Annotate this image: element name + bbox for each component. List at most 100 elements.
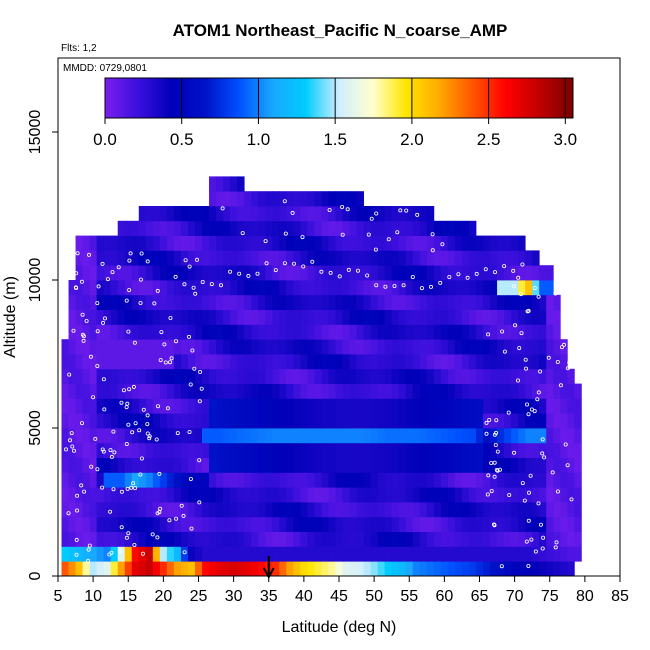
heatmap-cell <box>124 502 133 518</box>
sample-point <box>197 500 202 505</box>
colorbar-segment <box>425 78 429 118</box>
heatmap-cell <box>511 398 519 414</box>
heatmap-cell <box>539 457 547 473</box>
heatmap-cell <box>216 265 224 281</box>
heatmap-cell <box>251 457 259 473</box>
heatmap-cell <box>209 383 217 399</box>
heatmap-cell <box>61 487 69 503</box>
sample-point <box>127 288 132 293</box>
heatmap-cell <box>194 487 203 503</box>
heatmap-cell <box>187 294 196 310</box>
heatmap-cell <box>103 280 112 296</box>
heatmap-cell <box>321 487 329 503</box>
heatmap-cell <box>426 398 435 414</box>
heatmap-cell <box>223 191 231 207</box>
colorbar-segment <box>303 78 307 118</box>
heatmap-cell <box>202 383 210 399</box>
heatmap-cell <box>244 280 252 296</box>
colorbar-segment <box>294 78 298 118</box>
heatmap-cell <box>230 398 238 414</box>
heatmap-cell <box>391 472 400 488</box>
heatmap-cell <box>244 324 252 340</box>
colorbar-segment <box>268 78 272 118</box>
heatmap-cell <box>286 516 294 532</box>
heatmap-cell <box>314 428 322 444</box>
colorbar-segment <box>427 78 431 118</box>
heatmap-cell <box>518 531 526 547</box>
heatmap-cell <box>152 546 161 562</box>
heatmap-cell <box>412 398 421 414</box>
heatmap-cell <box>391 235 400 251</box>
heatmap-cell <box>82 309 91 325</box>
heatmap-cell <box>300 324 308 340</box>
heatmap-cell <box>483 250 491 266</box>
heatmap-cell <box>194 398 203 414</box>
heatmap-cell <box>216 531 224 547</box>
colorbar-segment <box>507 78 511 118</box>
heatmap-cell <box>272 457 280 473</box>
heatmap-cell <box>328 383 336 399</box>
heatmap-cell <box>202 265 210 281</box>
heatmap-cell <box>286 235 294 251</box>
heatmap-cell <box>159 368 168 384</box>
heatmap-cell <box>173 502 182 518</box>
sample-point <box>82 489 87 494</box>
colorbar-segment <box>123 78 127 118</box>
heatmap-cell <box>363 368 372 384</box>
sample-point <box>369 216 374 221</box>
heatmap-cell <box>187 383 196 399</box>
colorbar-segment <box>343 78 347 118</box>
sample-point <box>124 405 129 410</box>
heatmap-cell <box>131 398 140 414</box>
sample-point <box>74 271 79 276</box>
heatmap-cell <box>377 324 386 340</box>
heatmap-cell <box>279 383 287 399</box>
heatmap-cell <box>202 413 210 429</box>
heatmap-cell <box>61 502 69 518</box>
heatmap-cell <box>251 398 259 414</box>
heatmap-cell <box>152 309 161 325</box>
heatmap-cell <box>553 368 561 384</box>
heatmap-cell <box>117 516 126 532</box>
sample-point <box>419 286 424 291</box>
heatmap-cell <box>483 383 491 399</box>
heatmap-cell <box>145 428 154 444</box>
heatmap-cell <box>307 324 315 340</box>
colorbar-tick-label: 2.0 <box>400 130 424 149</box>
heatmap-cell <box>166 502 175 518</box>
heatmap-cell <box>511 324 519 340</box>
heatmap-cell <box>223 428 231 444</box>
sample-point <box>192 366 197 371</box>
heatmap-cell <box>314 472 322 488</box>
heatmap-cell <box>258 442 266 458</box>
heatmap-cell <box>237 250 245 266</box>
heatmap-cell <box>145 354 154 370</box>
colorbar-segment <box>151 78 155 118</box>
heatmap-cell <box>279 531 287 547</box>
heatmap-cell <box>82 383 91 399</box>
heatmap-cell <box>440 280 449 296</box>
heatmap-cell <box>293 531 301 547</box>
heatmap-cell <box>504 309 512 325</box>
heatmap-cell <box>82 546 91 562</box>
colorbar-segment <box>432 78 436 118</box>
heatmap-cell <box>307 531 315 547</box>
heatmap-cell <box>96 324 105 340</box>
heatmap-cell <box>461 383 470 399</box>
heatmap-cell <box>518 265 526 281</box>
heatmap-cell <box>461 354 470 370</box>
heatmap-cell <box>363 280 372 296</box>
heatmap-cell <box>539 354 547 370</box>
heatmap-cell <box>461 220 470 236</box>
heatmap-cell <box>461 516 470 532</box>
heatmap-cell <box>272 561 280 577</box>
heatmap-cell <box>405 220 414 236</box>
heatmap-cell <box>89 516 98 532</box>
colorbar-segment <box>137 78 141 118</box>
heatmap-cell <box>96 354 105 370</box>
heatmap-cell <box>328 191 336 207</box>
sample-point <box>538 522 543 527</box>
heatmap-cell <box>68 413 76 429</box>
heatmap-cell <box>546 280 554 296</box>
heatmap-cell <box>426 561 435 577</box>
